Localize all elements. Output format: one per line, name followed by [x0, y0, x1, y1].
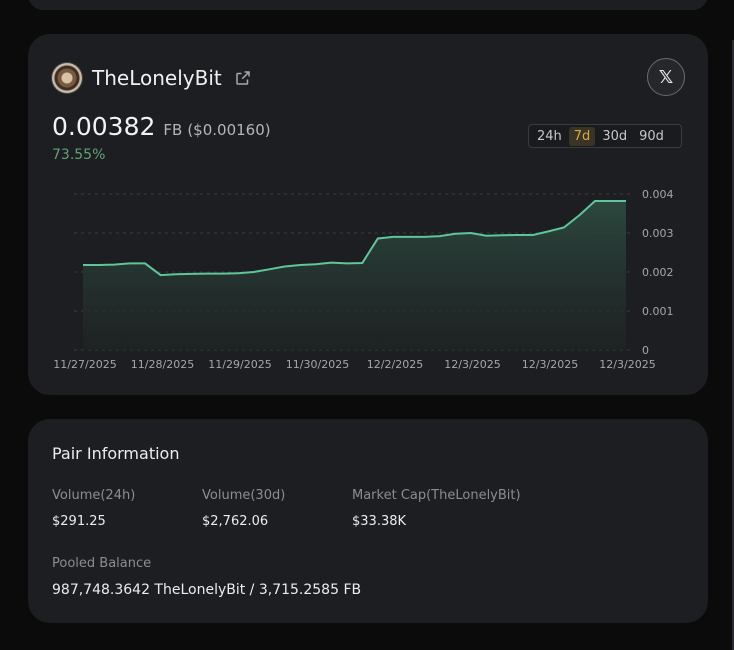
x-icon: 𝕏 — [658, 66, 674, 88]
token-price: 0.00382 — [52, 112, 156, 141]
y-tick-label: 0.001 — [642, 305, 674, 318]
timeframe-24h[interactable]: 24h — [537, 128, 562, 144]
x-tick-label: 12/3/2025 — [522, 358, 578, 371]
market-cap-value: $33.38K — [352, 514, 407, 529]
y-tick-label: 0.002 — [642, 266, 674, 279]
pooled-balance-label: Pooled Balance — [52, 556, 152, 571]
volume-24h-label: Volume(24h) — [52, 488, 136, 503]
x-tick-label: 11/28/2025 — [131, 358, 194, 371]
scrollbar-edge — [732, 40, 734, 650]
timeframe-90d[interactable]: 90d — [639, 128, 664, 144]
usd-price: ($0.00160) — [187, 121, 271, 139]
x-tick-label: 11/30/2025 — [286, 358, 349, 371]
price-chart: 0.004 0.003 0.002 0.001 0 11/27/2025 11/28/20… — [53, 188, 674, 371]
volume-30d-label: Volume(30d) — [202, 488, 286, 503]
timeframe-selector: 24h 7d 30d 90d — [528, 124, 682, 148]
x-social-button[interactable]: 𝕏 — [647, 58, 685, 96]
price-row: 0.00382 FB ($0.00160) — [52, 112, 271, 141]
chart-series-line — [83, 200, 626, 277]
timeframe-30d[interactable]: 30d — [602, 128, 628, 144]
token-logo — [52, 63, 82, 93]
volume-30d-value: $2,762.06 — [202, 514, 269, 529]
y-tick-label: 0 — [642, 344, 649, 357]
chart-area-fill — [83, 201, 626, 350]
market-cap-label: Market Cap(TheLonelyBit) — [352, 488, 521, 503]
top-card — [28, 0, 708, 10]
token-name: TheLonelyBit — [92, 66, 222, 90]
y-tick-label: 0.003 — [642, 227, 674, 240]
token-chart-card: TheLonelyBit 𝕏 0.00382 FB ($0.00160) 73.… — [28, 34, 708, 395]
pair-info-title: Pair Information — [52, 444, 180, 463]
x-tick-label: 12/3/2025 — [444, 358, 500, 371]
pair-unit: FB — [163, 121, 183, 139]
volume-24h-value: $291.25 — [52, 514, 106, 529]
x-tick-label: 11/27/2025 — [53, 358, 116, 371]
x-tick-label: 11/29/2025 — [208, 358, 271, 371]
price-change: 73.55% — [52, 147, 106, 163]
y-tick-label: 0.004 — [642, 188, 674, 201]
x-tick-label: 12/3/2025 — [599, 358, 655, 371]
pooled-balance-value: 987,748.3642 TheLonelyBit / 3,715.2585 F… — [52, 582, 362, 598]
x-tick-label: 12/2/2025 — [367, 358, 423, 371]
pair-information-card: Pair Information Volume(24h) $291.25 Vol… — [28, 419, 708, 623]
timeframe-7d[interactable]: 7d — [568, 126, 596, 146]
token-header: TheLonelyBit — [52, 63, 252, 93]
external-link-icon[interactable] — [234, 69, 252, 87]
